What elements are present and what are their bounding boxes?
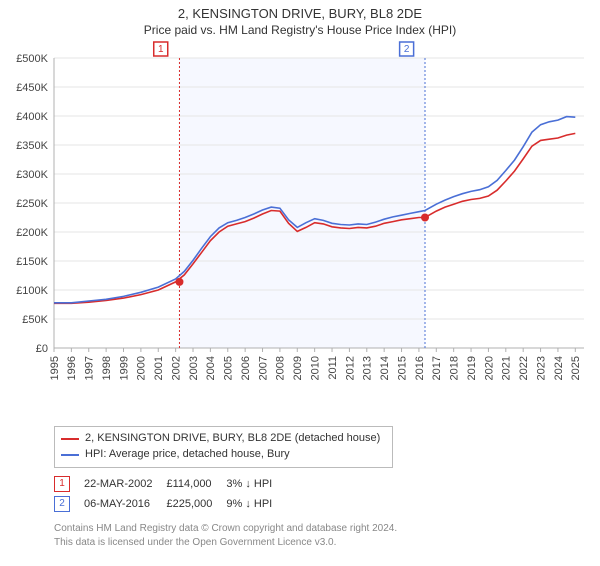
sale-point [175,278,183,286]
x-tick-label: 2005 [223,356,235,380]
sale-row: 2 06-MAY-2016£225,0009% HPI [54,494,286,514]
x-tick-label: 2001 [153,356,165,380]
x-tick-label: 2013 [362,356,374,380]
x-tick-label: 2012 [344,356,356,380]
x-tick-label: 1997 [84,356,96,380]
x-tick-label: 1998 [101,356,113,380]
y-tick-label: £350K [16,140,48,152]
x-tick-label: 2006 [240,356,252,380]
legend-label: 2, KENSINGTON DRIVE, BURY, BL8 2DE (deta… [85,431,380,447]
arrow-down-icon [245,498,251,510]
x-tick-label: 2008 [275,356,287,380]
sale-num-box: 1 [54,476,70,492]
legend-swatch [61,454,79,456]
y-tick-label: £200K [16,227,48,239]
x-tick-label: 1995 [49,356,61,380]
x-tick-label: 2024 [553,356,565,380]
sales-table: 1 22-MAR-2002£114,0003% HPI 2 06-MAY-2016£2… [54,474,286,514]
footer-line: This data is licensed under the Open Gov… [54,536,397,550]
chart-container: £0£50K£100K£150K£200K£250K£300K£350K£400… [54,58,584,388]
x-tick-label: 2018 [449,356,461,380]
y-tick-label: £500K [16,53,48,65]
sale-point [421,214,429,222]
x-tick-label: 1996 [66,356,78,380]
x-tick-label: 2020 [483,356,495,380]
x-tick-label: 2014 [379,356,391,380]
x-tick-label: 2025 [570,356,582,380]
sale-num-box: 2 [54,496,70,512]
sale-price: £114,000 [166,474,226,494]
y-tick-label: £450K [16,82,48,94]
y-tick-label: £150K [16,256,48,268]
sale-price: £225,000 [166,494,226,514]
y-tick-label: £250K [16,198,48,210]
footer-attribution: Contains HM Land Registry data © Crown c… [54,522,397,549]
x-tick-label: 2011 [327,356,339,380]
x-tick-label: 2016 [414,356,426,380]
price-chart: £0£50K£100K£150K£200K£250K£300K£350K£400… [54,58,584,388]
y-tick-label: £100K [16,285,48,297]
y-tick-label: £300K [16,169,48,181]
footer-line: Contains HM Land Registry data © Crown c… [54,522,397,536]
y-tick-label: £400K [16,111,48,123]
sale-date: 22-MAR-2002 [84,474,166,494]
sale-row: 1 22-MAR-2002£114,0003% HPI [54,474,286,494]
x-tick-label: 2000 [136,356,148,380]
legend-swatch [61,438,79,440]
legend-item: HPI: Average price, detached house, Bury [61,447,386,463]
arrow-down-icon [245,478,251,490]
legend-label: HPI: Average price, detached house, Bury [85,447,290,463]
x-tick-label: 2023 [535,356,547,380]
sale-date: 06-MAY-2016 [84,494,166,514]
sale-delta: 3% HPI [226,474,286,494]
x-tick-label: 2021 [501,356,513,380]
x-tick-label: 2015 [396,356,408,380]
sale-num: 1 [54,474,84,494]
x-tick-label: 2009 [292,356,304,380]
x-tick-label: 1999 [118,356,130,380]
y-tick-label: £50K [22,314,48,326]
x-tick-label: 2003 [188,356,200,380]
x-tick-label: 2017 [431,356,443,380]
x-tick-label: 2002 [170,356,182,380]
legend: 2, KENSINGTON DRIVE, BURY, BL8 2DE (deta… [54,426,393,468]
x-tick-label: 2007 [257,356,269,380]
y-tick-label: £0 [36,343,48,355]
sale-marker-num: 1 [158,44,164,55]
x-tick-label: 2004 [205,356,217,380]
x-tick-label: 2022 [518,356,530,380]
sale-delta: 9% HPI [226,494,286,514]
sale-num: 2 [54,494,84,514]
x-tick-label: 2010 [310,356,322,380]
sale-marker-num: 2 [404,44,410,55]
page-title: 2, KENSINGTON DRIVE, BURY, BL8 2DE [0,6,600,21]
legend-item: 2, KENSINGTON DRIVE, BURY, BL8 2DE (deta… [61,431,386,447]
page-subtitle: Price paid vs. HM Land Registry's House … [0,23,600,37]
x-tick-label: 2019 [466,356,478,380]
